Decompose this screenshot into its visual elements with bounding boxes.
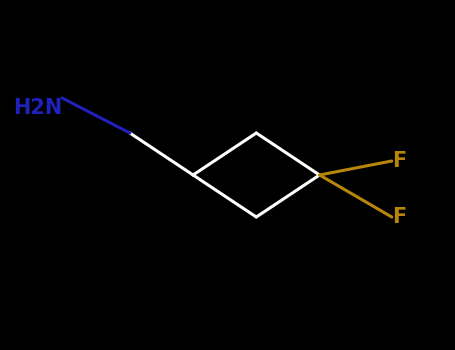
Text: F: F (392, 151, 406, 171)
Text: F: F (392, 207, 406, 227)
Text: H2N: H2N (13, 98, 62, 118)
